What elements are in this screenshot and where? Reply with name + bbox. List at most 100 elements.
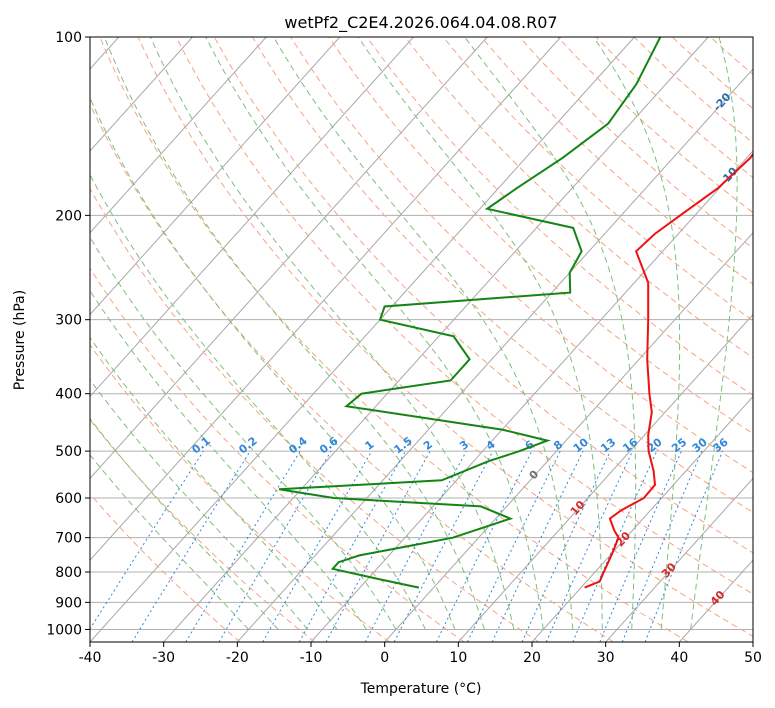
dry-adiabat bbox=[90, 267, 465, 642]
background-grid bbox=[90, 37, 753, 642]
mixing-ratio-line bbox=[393, 450, 494, 642]
moist-adiabat bbox=[357, 37, 603, 630]
chart-title: wetPf2_C2E4.2026.064.04.08.R07 bbox=[284, 13, 557, 33]
mixing-ratio-line bbox=[491, 450, 584, 642]
mixing-ratio-line bbox=[131, 450, 251, 642]
isotherm-line bbox=[90, 37, 562, 561]
mixing-ratio-label: 0.1 bbox=[189, 434, 212, 456]
y-tick-label: 1000 bbox=[46, 622, 82, 638]
x-tick-label: 10 bbox=[449, 650, 467, 666]
mixing-ratio-line bbox=[467, 450, 561, 642]
profile-lines bbox=[278, 37, 753, 589]
moist-adiabat bbox=[90, 173, 426, 630]
dry-adiabat bbox=[90, 344, 390, 642]
x-tick-label: 40 bbox=[670, 650, 688, 666]
dry-adiabat bbox=[90, 493, 241, 642]
y-tick-label: 400 bbox=[55, 387, 82, 403]
dry-adiabat bbox=[633, 37, 753, 144]
dry-adiabat bbox=[175, 37, 753, 595]
dry-adiabat bbox=[404, 37, 753, 359]
moist-adiabat bbox=[90, 378, 308, 630]
mixing-ratio-line bbox=[599, 450, 682, 642]
isotherm-line bbox=[90, 37, 341, 316]
dry-adiabat bbox=[137, 37, 753, 637]
mixing-ratio-label: 4 bbox=[484, 438, 498, 453]
mixing-ratio-line bbox=[364, 450, 467, 642]
y-tick-label: 500 bbox=[55, 444, 82, 460]
y-tick-label: 800 bbox=[55, 565, 82, 581]
mixing-ratio-label: 25 bbox=[669, 436, 689, 456]
isotherm-line bbox=[752, 641, 753, 642]
mixing-ratio-label: 16 bbox=[620, 435, 640, 455]
isotherm-line bbox=[90, 37, 488, 480]
moist-adiabat bbox=[90, 454, 249, 630]
x-tick-label: 20 bbox=[523, 650, 541, 666]
mixing-ratio-label: 10 bbox=[571, 435, 591, 455]
moist-adiabat bbox=[90, 289, 367, 630]
isotherm-line bbox=[384, 232, 753, 642]
dry-adiabat bbox=[251, 37, 753, 513]
mixing-ratio-line bbox=[298, 450, 406, 642]
dry-adiabat bbox=[290, 37, 753, 474]
moist-adiabat bbox=[690, 37, 738, 630]
mixing-ratio-label: 3 bbox=[457, 438, 471, 453]
mixing-ratio-label: 36 bbox=[711, 435, 731, 455]
mixing-ratio-line bbox=[572, 450, 658, 642]
isotherm-line bbox=[605, 477, 753, 642]
isotherm-line bbox=[90, 37, 414, 398]
dry-adiabat bbox=[213, 37, 753, 554]
axis-ticks: -40 -30 -20 -10 0 10 20 30 40 50 100 200 300 400 500 60… bbox=[46, 30, 762, 666]
mixing-ratio-label: 1 bbox=[362, 438, 376, 453]
mixing-ratio-line bbox=[545, 450, 633, 642]
y-tick-label: 700 bbox=[55, 531, 82, 547]
dewpoint-profile bbox=[278, 37, 662, 589]
mixing-ratio-label: 2 bbox=[421, 438, 435, 453]
dry-adiabat bbox=[328, 37, 753, 435]
x-tick-label: -10 bbox=[300, 650, 323, 666]
y-tick-label: 600 bbox=[55, 491, 82, 507]
y-tick-label: 900 bbox=[55, 595, 82, 611]
mixing-ratio-line bbox=[435, 450, 533, 642]
isotherm-line bbox=[236, 68, 753, 642]
x-tick-label: 0 bbox=[380, 650, 389, 666]
moist-adiabat bbox=[205, 37, 544, 630]
dry-adiabat bbox=[90, 187, 540, 642]
isotherm-line bbox=[90, 37, 193, 152]
plot-frame bbox=[89, 36, 754, 643]
x-tick-label: 50 bbox=[744, 650, 762, 666]
isotherm-line bbox=[163, 37, 709, 642]
temperature-profile bbox=[584, 152, 753, 589]
dry-adiabat bbox=[748, 37, 753, 42]
mixing-ratio-label: 0.4 bbox=[286, 434, 310, 456]
isotherm-line bbox=[310, 150, 753, 642]
dry-adiabat bbox=[90, 418, 316, 642]
mixing-ratio-label: 0.6 bbox=[317, 434, 341, 456]
isotherm-line bbox=[457, 313, 753, 642]
mixing-ratio-label: 1.5 bbox=[392, 434, 415, 456]
dry-adiabat bbox=[366, 37, 753, 396]
y-tick-label: 200 bbox=[55, 208, 82, 224]
dry-adiabat bbox=[709, 37, 753, 76]
x-axis-label: Temperature (°C) bbox=[360, 681, 482, 697]
isotherm-line bbox=[90, 37, 635, 642]
y-tick-label: 100 bbox=[55, 30, 82, 46]
mixing-ratio-line bbox=[90, 450, 204, 630]
x-tick-label: -40 bbox=[79, 650, 102, 666]
moist-adiabat bbox=[90, 417, 279, 630]
dry-adiabat bbox=[557, 37, 753, 214]
isotherm-line bbox=[531, 395, 753, 642]
moist-adiabat bbox=[103, 37, 485, 630]
mixing-ratio-label: 30 bbox=[690, 435, 710, 455]
y-axis-label: Pressure (hPa) bbox=[12, 290, 28, 390]
x-tick-label: -20 bbox=[226, 650, 249, 666]
isotherm-line bbox=[90, 37, 267, 234]
x-tick-label: 30 bbox=[597, 650, 615, 666]
mixing-ratio-line bbox=[521, 450, 611, 642]
mixing-ratio-line bbox=[621, 450, 703, 642]
mixing-ratio-label: 8 bbox=[551, 438, 565, 453]
mixing-ratio-line bbox=[185, 450, 301, 642]
moist-adiabat bbox=[593, 37, 681, 630]
moist-adiabat bbox=[149, 37, 515, 630]
moist-adiabat bbox=[273, 37, 574, 630]
